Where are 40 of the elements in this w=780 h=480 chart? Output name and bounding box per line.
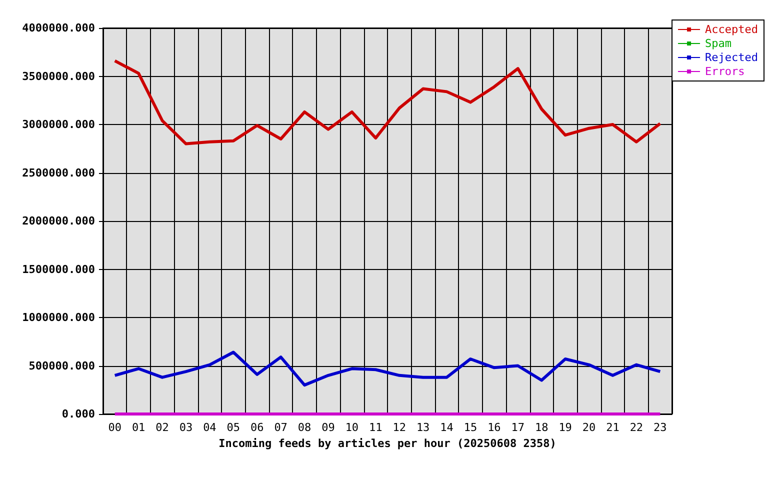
x-tick-label: 16 <box>488 421 501 434</box>
x-tick-label: 11 <box>369 421 382 434</box>
x-tick-label: 19 <box>558 421 572 434</box>
x-tick-label: 00 <box>108 421 122 434</box>
x-tick-label: 05 <box>226 421 240 434</box>
x-tick-label: 02 <box>156 421 169 434</box>
x-tick-label: 10 <box>345 421 359 434</box>
y-tick-label: 4000000.000 <box>22 22 95 34</box>
y-tick-label: 1500000.000 <box>22 262 95 276</box>
y-tick-label: 3500000.000 <box>22 70 95 83</box>
y-tick-label: 3000000.000 <box>22 118 95 131</box>
x-tick-label: 07 <box>274 421 288 434</box>
y-tick-label: 2500000.000 <box>22 166 95 180</box>
x-tick-label: 22 <box>630 421 644 434</box>
x-tick-label: 08 <box>298 421 312 434</box>
x-tick-label: 03 <box>179 421 193 434</box>
x-tick-label: 04 <box>203 421 217 434</box>
x-tick-label: 15 <box>464 421 478 434</box>
y-tick-label: 500000.000 <box>28 359 95 372</box>
y-tick-label: 2000000.000 <box>22 214 95 228</box>
x-tick-label: 01 <box>132 421 146 434</box>
x-axis-title: Incoming feeds by articles per hour (20250608 2358) <box>218 436 556 450</box>
x-tick-label: 21 <box>606 421 620 434</box>
legend-label: Rejected <box>705 51 758 64</box>
x-tick-label: 09 <box>322 421 335 434</box>
x-tick-label: 13 <box>416 421 430 434</box>
legend-label: Spam <box>705 37 732 50</box>
x-tick-label: 14 <box>440 421 454 434</box>
legend-label: Accepted <box>705 23 758 36</box>
x-tick-label: 20 <box>582 421 596 434</box>
y-tick-label: 1000000.000 <box>22 311 95 324</box>
line-series <box>113 350 662 387</box>
line-series <box>113 59 662 146</box>
x-tick-label: 06 <box>250 421 264 434</box>
x-tick-label: 12 <box>392 421 406 434</box>
x-tick-label: 18 <box>534 421 548 434</box>
y-tick-label: 0.000 <box>62 408 95 420</box>
legend-label: Errors <box>705 65 745 78</box>
x-tick-label: 17 <box>511 421 525 434</box>
x-tick-label: 23 <box>654 421 667 434</box>
